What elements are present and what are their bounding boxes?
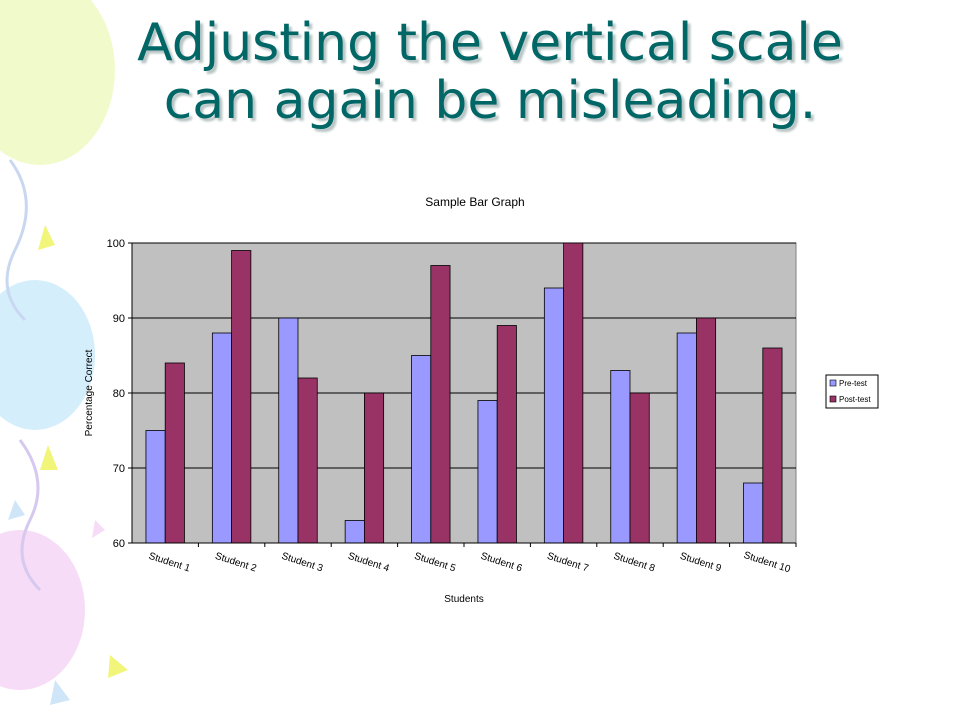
x-tick-label: Student 5 [413,551,458,575]
x-tick-label: Student 7 [546,551,591,575]
x-tick-label: Student 9 [678,551,723,575]
x-tick-label: Student 4 [346,551,391,575]
bars [145,242,783,544]
confetti-shape [40,445,58,470]
bar-pre-test-4 [344,520,365,544]
bar-post-test-2 [231,250,252,544]
x-tick-label: Student 1 [147,551,192,575]
bar-pre-test-8 [610,370,631,544]
bar-post-test-9 [696,317,717,544]
bar-pre-test-5 [411,355,432,544]
legend-swatch-pre-test [829,379,837,387]
bar-post-test-10 [762,347,783,544]
slide-title-line-2: can again be misleading. [163,71,817,131]
bar-pre-test-9 [676,332,697,544]
confetti-shape [92,520,105,538]
bar-post-test-1 [164,362,185,544]
x-tick-label: Student 2 [214,551,259,575]
confetti-shape [38,225,55,250]
y-tick-label: 70 [113,463,125,475]
balloon-pink-shape [0,530,85,690]
legend-swatch-post-test [829,395,837,403]
bar-pre-test-3 [278,317,299,544]
bar-post-test-8 [629,392,650,544]
x-tick-label: Student 3 [280,551,325,575]
bar-post-test-7 [563,242,584,544]
x-tick-label: Student 6 [479,551,524,575]
balloon-string-shape [5,159,28,322]
y-axis-ticks: 60 70 80 90 100 [107,238,132,550]
bar-pre-test-6 [477,400,498,544]
bar-pre-test-10 [743,482,764,544]
x-axis-ticks: Student 1 Student 2 Student 3 Student 4 Stud… [147,543,797,576]
confetti-shape [108,655,128,678]
bar-post-test-5 [430,265,451,544]
legend: Pre-test Post-test [825,374,879,409]
bar-pre-test-1 [145,430,166,544]
balloon-string-shape [18,439,42,592]
x-tick-label: Student 8 [612,551,657,575]
bar-pre-test-2 [211,332,232,544]
x-tick-label: Student 10 [742,550,792,576]
legend-label-post-test: Post-test [839,395,871,404]
bar-post-test-6 [496,325,517,544]
y-axis-label: Percentage Correct [84,349,95,436]
bar-post-test-4 [363,392,385,544]
y-tick-label: 60 [113,538,125,550]
balloon-yellow-shape [0,0,115,165]
confetti-shape [8,500,25,520]
bar-pre-test-7 [543,287,564,544]
y-tick-label: 80 [113,388,125,400]
slide-title: Adjusting the vertical scale can again b… [40,14,940,130]
y-tick-label: 100 [107,238,125,250]
chart-title: Sample Bar Graph [425,195,524,209]
confetti-shape [50,680,70,705]
legend-label-pre-test: Pre-test [839,379,868,388]
bar-post-test-3 [297,377,318,544]
y-tick-label: 90 [113,313,125,325]
slide-title-line-1: Adjusting the vertical scale [137,13,843,73]
x-axis-label: Students [444,594,483,605]
